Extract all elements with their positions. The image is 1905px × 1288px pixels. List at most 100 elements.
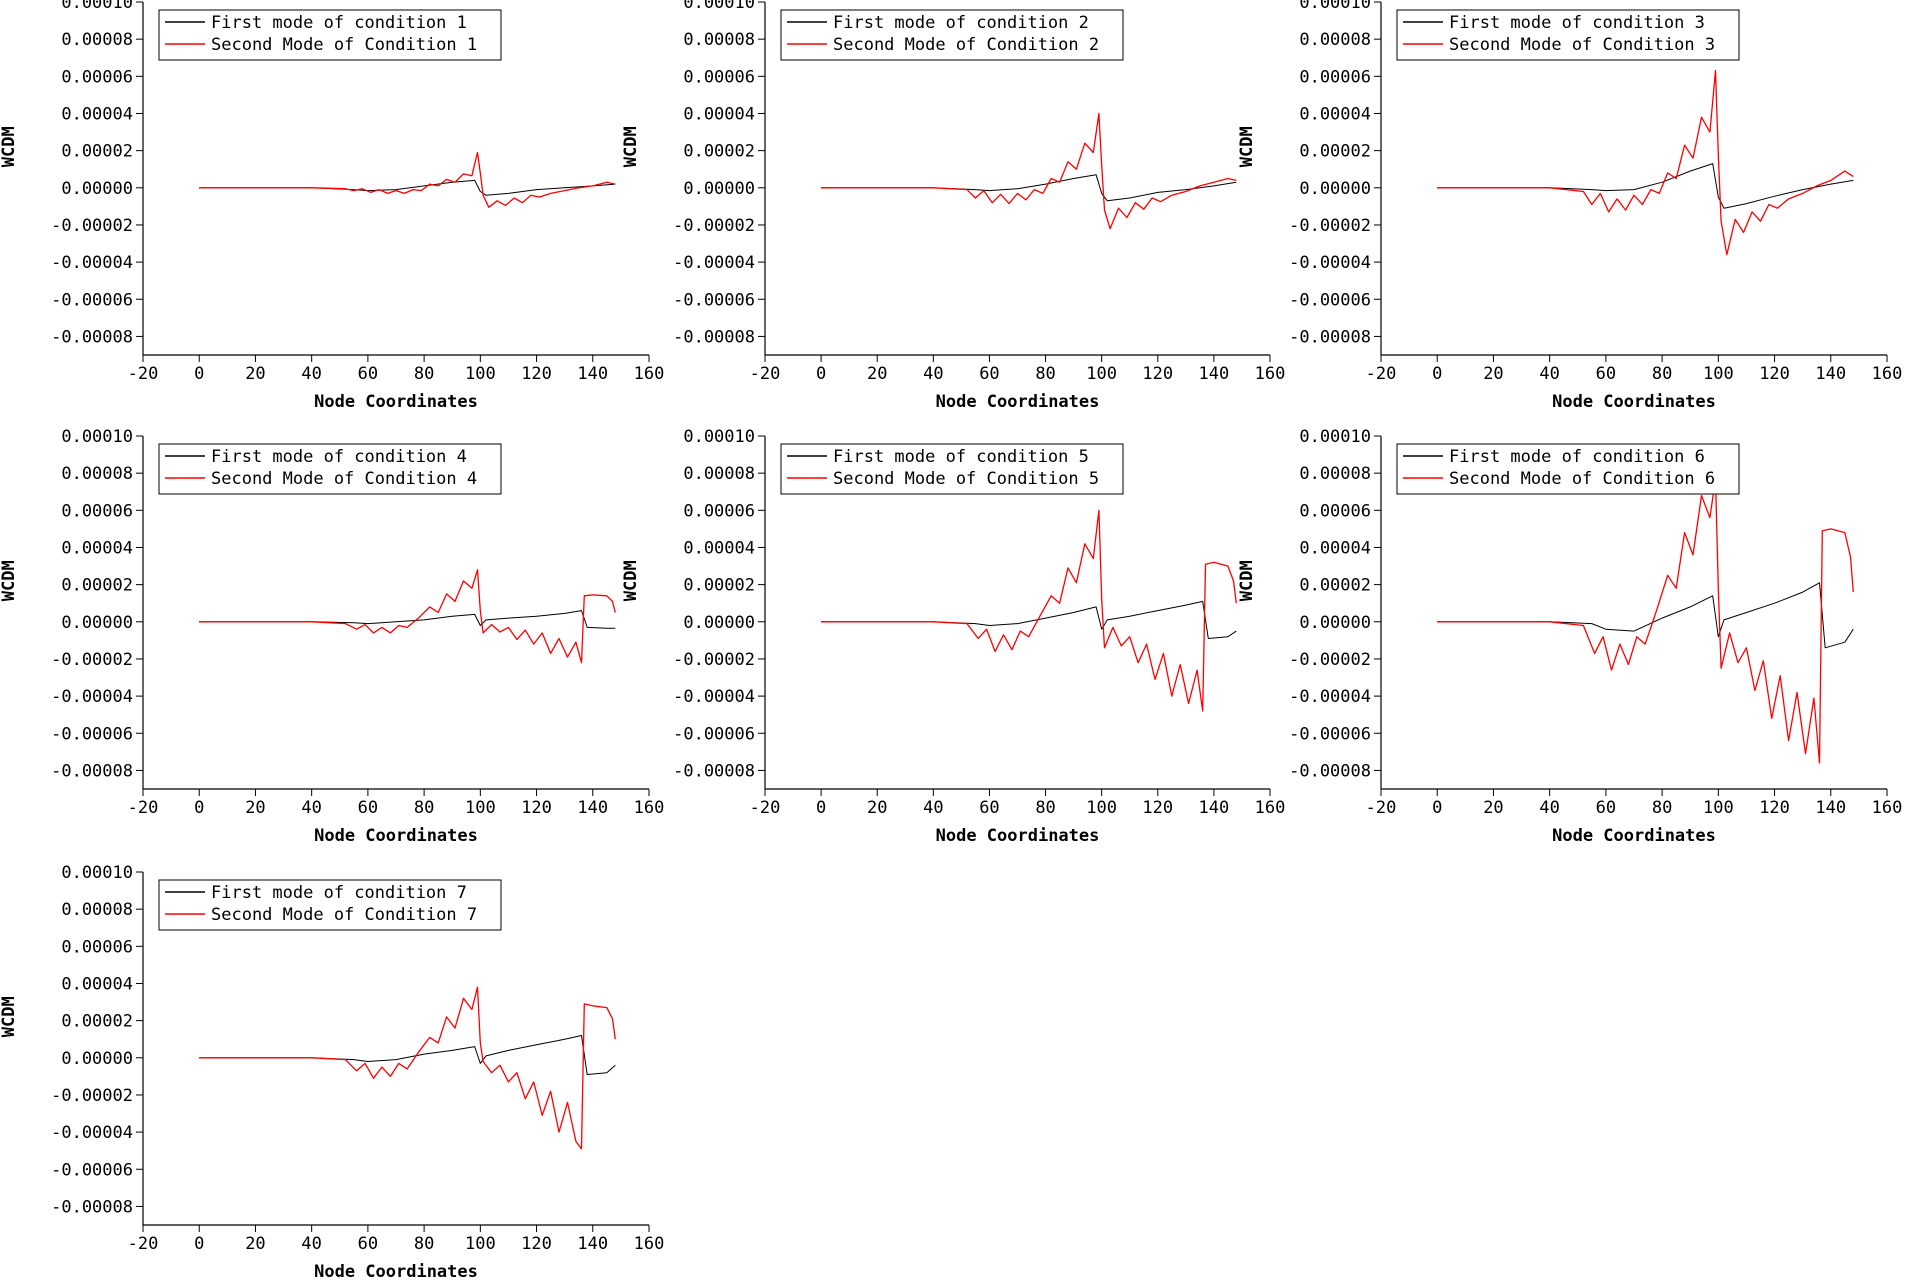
y-tick-label: 0.00010	[1299, 427, 1371, 447]
legend-box	[780, 9, 1124, 61]
x-axis-title: Node Coordinates	[314, 826, 478, 846]
y-tick-label: -0.00008	[1289, 761, 1371, 781]
x-tick-label: 140	[577, 798, 608, 818]
x-tick-label: 20	[245, 364, 265, 384]
x-tick-label: 40	[301, 1234, 321, 1254]
x-tick-label: 100	[465, 364, 496, 384]
y-tick-label: 0.00006	[61, 937, 133, 957]
legend-label: Second Mode of Condition 6	[1449, 469, 1715, 489]
x-tick-label: 60	[358, 798, 378, 818]
y-tick-label: 0.00006	[61, 501, 133, 521]
second-mode-line	[199, 151, 616, 208]
x-tick-label: 20	[867, 364, 887, 384]
x-tick-label: 100	[465, 798, 496, 818]
legend-box	[158, 879, 502, 931]
x-tick-label: 60	[1596, 798, 1616, 818]
first-mode-line	[199, 610, 616, 629]
y-tick-label: 0.00000	[1299, 179, 1371, 199]
y-tick-label: -0.00004	[673, 253, 755, 273]
x-tick-label: 140	[1199, 798, 1230, 818]
chart-panel-4: 0.00010 0.00008 0.00006 0.00004 0.00002 0.000…	[0, 427, 664, 846]
x-tick-label: 80	[1652, 798, 1672, 818]
x-tick-label: 0	[816, 798, 826, 818]
chart-panel-3: 0.00010 0.00008 0.00006 0.00004 0.00002 0.000…	[1237, 0, 1902, 412]
legend-label: Second Mode of Condition 3	[1449, 35, 1715, 55]
x-axis-title: Node Coordinates	[314, 392, 478, 412]
y-tick-label: -0.00004	[673, 687, 755, 707]
y-tick-label: -0.00006	[1289, 290, 1371, 310]
x-tick-label: -20	[128, 798, 159, 818]
legend-box	[158, 9, 502, 61]
legend-label: First mode of condition 7	[211, 883, 467, 903]
y-tick-label: 0.00000	[683, 179, 755, 199]
y-tick-label: 0.00010	[61, 427, 133, 447]
y-tick-label: -0.00006	[51, 724, 133, 744]
y-tick-label: 0.00002	[61, 142, 133, 162]
legend-label: Second Mode of Condition 5	[833, 469, 1099, 489]
first-mode-line	[1437, 163, 1854, 209]
y-tick-label: 0.00002	[1299, 576, 1371, 596]
x-tick-label: 160	[634, 798, 665, 818]
y-tick-label: 0.00004	[61, 974, 133, 994]
y-tick-label: 0.00006	[683, 501, 755, 521]
second-mode-line	[1437, 70, 1854, 256]
y-tick-label: 0.00006	[683, 67, 755, 87]
y-tick-label: 0.00008	[61, 464, 133, 484]
y-tick-label: -0.00008	[51, 1197, 133, 1217]
y-tick-label: 0.00004	[1299, 104, 1371, 124]
y-tick-label: 0.00010	[61, 0, 133, 13]
x-tick-label: 40	[301, 364, 321, 384]
x-tick-label: 160	[634, 1234, 665, 1254]
x-tick-label: 80	[414, 798, 434, 818]
legend-box	[158, 443, 502, 495]
x-tick-label: 60	[979, 798, 999, 818]
y-axis-title: WCDM	[1237, 126, 1257, 167]
x-tick-label: 80	[1652, 364, 1672, 384]
y-tick-label: 0.00002	[683, 142, 755, 162]
x-tick-label: 20	[245, 1234, 265, 1254]
x-tick-label: 120	[1142, 798, 1173, 818]
legend-label: First mode of condition 3	[1449, 13, 1705, 33]
x-tick-label: 140	[1815, 364, 1846, 384]
y-tick-label: -0.00002	[1289, 650, 1371, 670]
legend-label: First mode of condition 6	[1449, 447, 1705, 467]
x-tick-label: 0	[816, 364, 826, 384]
y-tick-label: -0.00008	[51, 761, 133, 781]
y-tick-label: 0.00004	[61, 538, 133, 558]
first-mode-line	[1437, 582, 1854, 649]
first-mode-line	[821, 600, 1237, 639]
x-tick-label: 20	[1483, 364, 1503, 384]
y-tick-label: -0.00006	[51, 1160, 133, 1180]
legend-label: Second Mode of Condition 2	[833, 35, 1099, 55]
chart-panel-7: 0.00010 0.00008 0.00006 0.00004 0.00002 0.000…	[0, 863, 664, 1282]
y-tick-label: 0.00002	[61, 1012, 133, 1032]
second-mode-line	[199, 986, 616, 1150]
y-tick-label: 0.00004	[683, 538, 755, 558]
x-tick-label: 60	[1596, 364, 1616, 384]
y-axis-title: WCDM	[0, 126, 19, 167]
y-tick-label: -0.00002	[673, 650, 755, 670]
y-tick-label: -0.00006	[51, 290, 133, 310]
chart-panel-6: 0.00010 0.00008 0.00006 0.00004 0.00002 0.000…	[1237, 427, 1902, 846]
y-tick-label: -0.00002	[1289, 216, 1371, 236]
y-tick-label: 0.00010	[683, 0, 755, 13]
y-tick-label: -0.00008	[51, 327, 133, 347]
x-tick-label: 20	[1483, 798, 1503, 818]
y-tick-label: -0.00004	[51, 1123, 133, 1143]
x-tick-label: 20	[245, 798, 265, 818]
y-tick-label: 0.00000	[61, 613, 133, 633]
x-tick-label: 40	[923, 364, 943, 384]
first-mode-line	[199, 1035, 616, 1075]
x-axis-title: Node Coordinates	[1552, 826, 1716, 846]
y-tick-label: 0.00008	[61, 30, 133, 50]
second-mode-line	[821, 509, 1237, 712]
y-tick-label: 0.00004	[61, 104, 133, 124]
x-axis-title: Node Coordinates	[936, 826, 1100, 846]
legend-label: Second Mode of Condition 4	[211, 469, 477, 489]
y-tick-label: 0.00002	[683, 576, 755, 596]
